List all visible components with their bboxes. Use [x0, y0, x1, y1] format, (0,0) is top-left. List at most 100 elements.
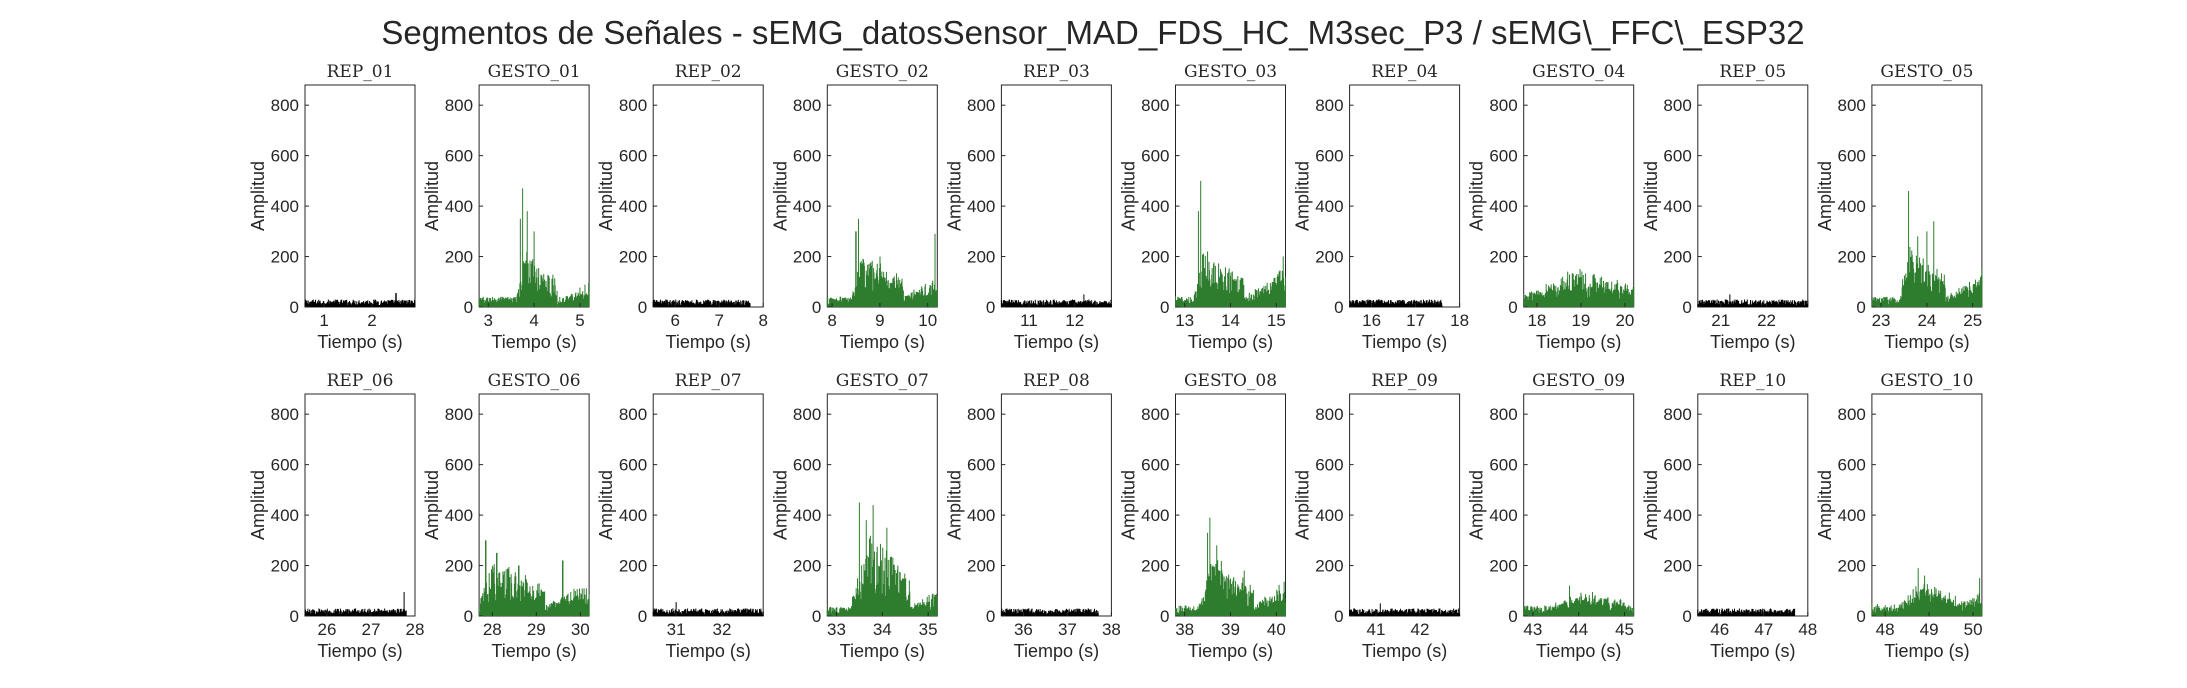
y-tick-label: 400: [1489, 506, 1517, 525]
x-tick-label: 47: [1754, 620, 1773, 639]
x-tick-label: 44: [1569, 620, 1588, 639]
x-tick-label: 20: [1615, 311, 1634, 330]
y-tick-label: 400: [619, 506, 647, 525]
y-tick-label: 600: [1838, 147, 1866, 166]
y-tick-label: 200: [1315, 557, 1343, 576]
y-tick-label: 0: [1508, 607, 1517, 626]
subplot-title: GESTO_10: [1880, 371, 1973, 391]
subplot-title: GESTO_01: [488, 62, 581, 82]
y-tick-label: 0: [290, 607, 299, 626]
x-tick-label: 2: [367, 311, 376, 330]
y-tick-label: 400: [1141, 506, 1169, 525]
subplot-gesto-07: 0 200 400 600 800 33 34 35 GESTO_07 Tiempo (s) Amp…: [770, 371, 938, 661]
subplot-title: GESTO_05: [1880, 62, 1973, 82]
x-tick-label: 34: [873, 620, 892, 639]
x-tick-label: 1: [319, 311, 328, 330]
y-axis-label: Amplitud: [1119, 470, 1139, 540]
y-tick-label: 800: [445, 405, 473, 424]
y-tick-label: 0: [638, 607, 647, 626]
y-tick-label: 200: [1663, 557, 1691, 576]
y-axis-label: Amplitud: [1815, 161, 1835, 231]
x-axis-label: Tiempo (s): [840, 332, 925, 352]
subplot-rep-03: 0 200 400 600 800 11 12 REP_03 Tiempo (s) Amplitu…: [944, 62, 1112, 352]
y-tick-label: 400: [271, 506, 299, 525]
y-tick-label: 200: [619, 248, 647, 267]
y-tick-label: 800: [1141, 96, 1169, 115]
y-axis-label: Amplitud: [1641, 470, 1661, 540]
y-tick-label: 200: [1489, 557, 1517, 576]
y-axis-label: Amplitud: [1293, 470, 1313, 540]
signal-trace: [478, 188, 590, 307]
x-tick-label: 38: [1102, 620, 1121, 639]
subplot-title: REP_02: [675, 62, 742, 82]
y-tick-label: 200: [619, 557, 647, 576]
x-tick-label: 26: [318, 620, 337, 639]
signal-trace: [1000, 608, 1099, 616]
x-tick-label: 33: [827, 620, 846, 639]
y-tick-label: 200: [1141, 557, 1169, 576]
x-axis-label: Tiempo (s): [491, 641, 576, 661]
subplot-rep-05: 0 200 400 600 800 21 22 REP_05 Tiempo (s) Amplitu…: [1641, 62, 1809, 352]
x-tick-label: 49: [1920, 620, 1939, 639]
subplot-rep-04: 0 200 400 600 800 16 17 18 REP_04 Tiempo (s) Ampli…: [1293, 62, 1469, 352]
x-tick-label: 32: [712, 620, 731, 639]
x-axis-label: Tiempo (s): [317, 332, 402, 352]
y-tick-label: 400: [619, 197, 647, 216]
y-tick-label: 600: [1315, 147, 1343, 166]
subplot-gesto-02: 0 200 400 600 800 8 9 10 GESTO_02 Tiempo (s) Ampli…: [770, 62, 938, 352]
x-tick-label: 14: [1221, 311, 1240, 330]
x-tick-label: 10: [918, 311, 937, 330]
y-tick-label: 200: [445, 557, 473, 576]
y-tick-label: 600: [967, 456, 995, 475]
x-tick-label: 48: [1876, 620, 1895, 639]
y-tick-label: 800: [1838, 96, 1866, 115]
y-tick-label: 0: [1856, 298, 1865, 317]
subplot-title: GESTO_09: [1532, 371, 1625, 391]
x-tick-label: 41: [1367, 620, 1386, 639]
subplot-title: REP_01: [327, 62, 394, 82]
x-tick-label: 46: [1710, 620, 1729, 639]
signal-trace: [1871, 568, 1983, 616]
signal-trace: [1175, 517, 1286, 616]
x-tick-label: 24: [1917, 311, 1936, 330]
y-tick-label: 600: [445, 456, 473, 475]
y-tick-label: 200: [967, 557, 995, 576]
axes-box: [1697, 393, 1809, 617]
y-axis-label: Amplitud: [596, 161, 616, 231]
x-tick-label: 11: [1020, 311, 1038, 330]
subplot-title: GESTO_08: [1184, 371, 1277, 391]
subplot-title: REP_03: [1023, 62, 1090, 82]
y-tick-label: 0: [1160, 298, 1169, 317]
x-axis-label: Tiempo (s): [666, 332, 751, 352]
axes-box: [478, 393, 590, 617]
y-tick-label: 200: [1141, 248, 1169, 267]
y-tick-label: 0: [986, 298, 995, 317]
y-tick-label: 0: [812, 607, 821, 626]
y-tick-label: 200: [271, 248, 299, 267]
x-tick-label: 8: [758, 311, 767, 330]
x-tick-label: 15: [1267, 311, 1286, 330]
figure-title: Segmentos de Señales - sEMG_datosSensor_…: [381, 14, 1804, 51]
subplot-gesto-01: 0 200 400 600 800 3 4 5 GESTO_01 Tiempo (s) Amplit…: [422, 62, 590, 352]
y-tick-label: 800: [271, 405, 299, 424]
signal-trace: [1871, 190, 1983, 307]
x-axis-label: Tiempo (s): [491, 332, 576, 352]
axes-box: [652, 84, 764, 308]
subplot-title: GESTO_04: [1532, 62, 1625, 82]
y-tick-label: 800: [967, 405, 995, 424]
axes-box: [1000, 84, 1112, 308]
y-tick-label: 800: [793, 405, 821, 424]
x-tick-label: 25: [1963, 311, 1982, 330]
subplot-title: GESTO_06: [488, 371, 581, 391]
y-tick-label: 200: [967, 248, 995, 267]
y-axis-label: Amplitud: [422, 470, 442, 540]
axes-box: [1871, 393, 1983, 617]
x-tick-label: 16: [1362, 311, 1381, 330]
x-axis-label: Tiempo (s): [1014, 641, 1099, 661]
y-axis-label: Amplitud: [1119, 161, 1139, 231]
y-tick-label: 600: [1315, 456, 1343, 475]
subplot-title: REP_06: [327, 371, 394, 391]
y-tick-label: 600: [271, 456, 299, 475]
y-tick-label: 200: [1489, 248, 1517, 267]
